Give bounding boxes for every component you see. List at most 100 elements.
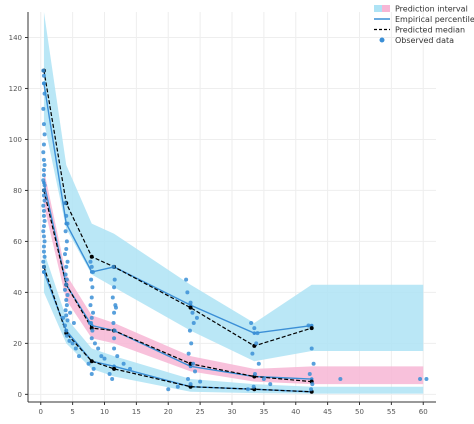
observed-point [188,300,193,305]
observed-point [89,315,94,320]
observed-point [64,313,69,318]
legend-swatch-observed [379,37,385,43]
observed-point [111,264,116,269]
observed-point [41,157,46,162]
x-tick-label: 30 [228,408,237,416]
observed-point [64,213,69,218]
observed-point [112,285,117,290]
observed-point [42,239,47,244]
observed-point [99,354,104,359]
observed-point [65,292,70,297]
observed-point [64,277,69,282]
observed-point [89,264,94,269]
observed-point [418,377,423,382]
legend-swatch-pi-outer [374,5,382,12]
observed-point [41,270,46,274]
observed-point [64,282,69,287]
observed-point [187,328,192,333]
observed-point [112,346,117,351]
observed-point [91,270,96,274]
legend-label-emp: Empirical percentile [395,15,474,24]
observed-point [185,290,190,295]
observed-point [89,295,94,300]
predicted-median-marker [112,366,117,371]
observed-point [121,361,126,366]
observed-point [41,234,46,239]
observed-point [64,303,69,308]
observed-point [41,244,46,249]
x-tick-label: 40 [291,408,300,416]
y-tick-label: 40 [13,289,22,297]
observed-point [61,315,66,320]
observed-point [88,259,93,264]
x-tick-label: 0 [39,408,43,416]
observed-point [64,247,69,252]
observed-point [42,198,47,203]
observed-point [41,142,46,147]
observed-point [71,320,76,325]
y-tick-label: 0 [18,391,22,399]
observed-point [96,346,101,351]
legend-label-pred: Predicted median [395,26,465,35]
observed-point [175,384,180,389]
x-tick-label: 45 [323,408,332,416]
observed-point [41,224,46,229]
observed-point [194,315,199,320]
observed-point [63,308,68,313]
observed-point [41,188,46,193]
observed-point [112,336,117,341]
observed-point [306,323,311,328]
observed-point [310,382,315,387]
x-tick-label: 55 [387,408,396,416]
observed-point [41,259,46,264]
observed-point [309,387,314,392]
observed-point [184,277,189,282]
observed-point [64,264,69,269]
x-tick-label: 20 [164,408,173,416]
x-tick-label: 50 [355,408,364,416]
observed-point [41,150,46,155]
observed-point [41,178,46,183]
observed-point [41,264,46,269]
observed-point [256,361,261,366]
observed-point [41,173,46,178]
observed-point [186,377,191,382]
observed-point [89,336,94,341]
observed-point [88,303,93,308]
observed-point [111,320,116,325]
observed-point [311,361,316,366]
observed-point [113,305,118,310]
observed-point [42,254,47,259]
x-tick-label: 10 [100,408,109,416]
observed-point [41,193,46,198]
observed-point [42,183,47,188]
x-tick-label: 25 [196,408,205,416]
observed-point [309,346,314,351]
observed-point [70,341,75,346]
observed-point [307,371,312,376]
observed-point [73,346,78,351]
x-tick-label: 15 [132,408,141,416]
observed-point [128,366,132,371]
observed-point [110,295,115,300]
observed-point [261,377,266,382]
observed-point [191,361,196,366]
observed-point [251,384,256,389]
observed-point [89,371,94,376]
observed-point [64,239,69,244]
observed-point [89,277,94,282]
observed-point [198,379,203,384]
observed-point [245,387,250,392]
observed-point [41,106,46,111]
legend-label-pi: Prediction interval [395,5,468,14]
observed-point [268,382,273,387]
observed-point [102,356,107,361]
y-tick-label: 140 [9,34,22,42]
observed-point [77,354,81,359]
y-tick-label: 80 [13,187,22,195]
observed-point [112,277,117,282]
legend-label-obs: Observed data [395,36,454,45]
observed-point [41,203,46,208]
observed-point [41,73,46,78]
